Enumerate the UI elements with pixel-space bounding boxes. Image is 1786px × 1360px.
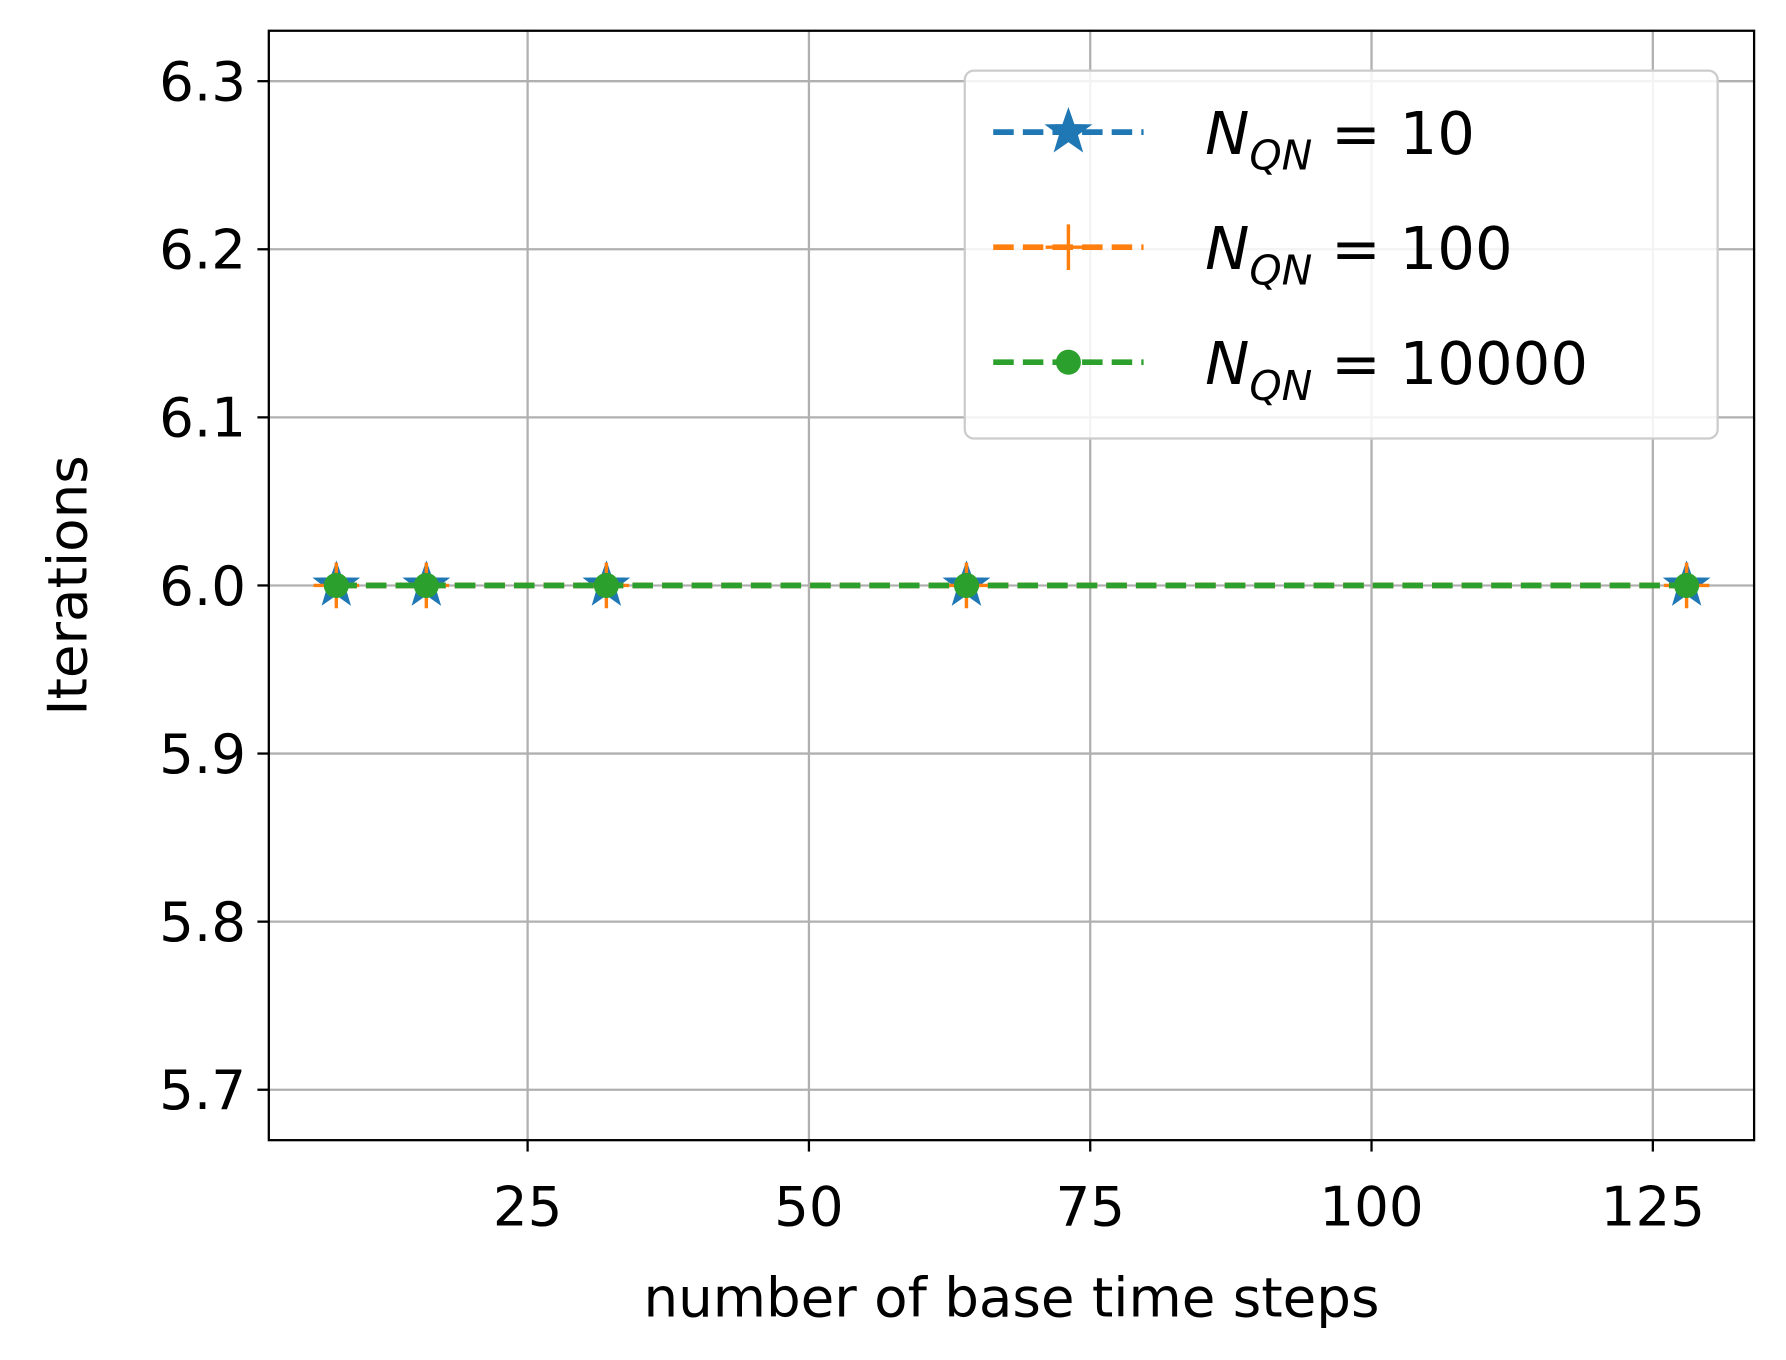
y-tick-label: 5.8	[159, 890, 246, 954]
legend-box	[963, 69, 1719, 440]
y-tick-label: 6.0	[159, 554, 246, 618]
legend-label: NQN = 10	[1205, 99, 1475, 180]
x-axis-label: number of base time steps	[643, 1266, 1379, 1330]
marker-circle	[593, 572, 619, 598]
marker-star	[1044, 107, 1093, 153]
y-tick-label: 6.2	[159, 218, 246, 282]
y-axis-label: Iterations	[36, 455, 100, 715]
x-tick-label: 100	[1319, 1175, 1423, 1239]
marker-circle	[413, 572, 439, 598]
marker-circle	[1674, 572, 1700, 598]
marker-plus	[1045, 224, 1092, 270]
plot-frame	[267, 29, 1756, 1142]
x-tick-label: 75	[1055, 1175, 1125, 1239]
y-tick-label: 5.9	[159, 722, 246, 786]
y-tick-label: 5.7	[159, 1058, 246, 1122]
legend-label: NQN = 100	[1205, 214, 1513, 295]
marker-circle	[953, 572, 979, 598]
legend-label: NQN = 10000	[1205, 329, 1588, 410]
y-tick-label: 6.1	[159, 386, 246, 450]
x-tick-label: 125	[1601, 1175, 1705, 1239]
y-tick-label: 6.3	[159, 50, 246, 114]
marker-circle	[323, 572, 349, 598]
marker-circle	[1055, 349, 1081, 375]
x-tick-label: 25	[493, 1175, 563, 1239]
x-tick-label: 50	[774, 1175, 844, 1239]
